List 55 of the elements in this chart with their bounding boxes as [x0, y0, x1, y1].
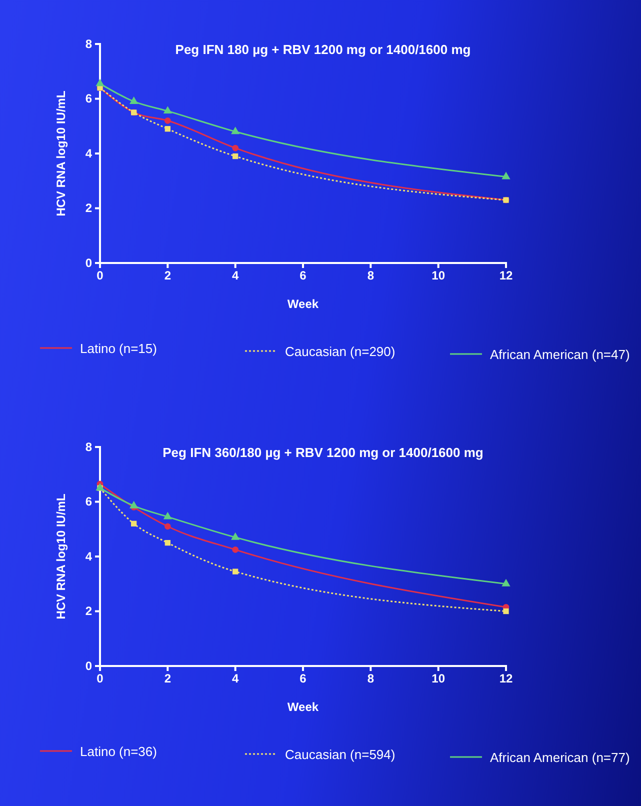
x-axis-title: Week: [287, 297, 319, 311]
point: [232, 546, 239, 553]
x-tick-label: 12: [499, 672, 513, 686]
x-axis-title: Week: [287, 700, 319, 714]
x-tick-label: 2: [164, 672, 172, 686]
chart-title: Peg IFN 360/180 µg + RBV 1200 mg or 1400/1600 mg: [162, 445, 484, 460]
x-tick-label: 8: [367, 672, 374, 686]
y-tick-label: 2: [85, 604, 92, 618]
x-tick-label: 10: [432, 672, 446, 686]
point: [502, 578, 510, 586]
legend-label: African American (n=47): [490, 347, 630, 362]
x-tick-label: 6: [300, 268, 307, 283]
y-tick-label: 8: [85, 36, 92, 51]
x-tick-label: 0: [96, 672, 104, 686]
legend-label: African American (n=77): [490, 750, 630, 765]
y-tick-label: 6: [85, 92, 92, 106]
point: [163, 106, 172, 114]
point: [164, 540, 170, 546]
legend-label: Latino (n=36): [80, 744, 157, 759]
y-axis-title: HCV RNA log10 IU/mL: [54, 90, 68, 216]
point: [164, 523, 171, 530]
y-tick-label: 0: [85, 658, 92, 673]
point: [164, 117, 171, 124]
point: [164, 126, 170, 132]
point: [130, 500, 138, 508]
x-tick-label: 4: [232, 268, 239, 283]
y-tick-label: 6: [85, 494, 92, 509]
y-tick-label: 0: [85, 256, 92, 270]
point: [231, 126, 240, 134]
y-axis-title: HCV RNA log10 IU/mL: [54, 494, 68, 620]
point: [232, 153, 238, 160]
point: [131, 520, 137, 526]
point: [163, 512, 172, 520]
x-tick-label: 10: [432, 268, 446, 283]
legend-label: Caucasian (n=594): [285, 747, 396, 762]
point: [232, 144, 239, 152]
y-tick-label: 8: [85, 440, 92, 454]
x-tick-label: 4: [232, 672, 239, 686]
point: [130, 96, 138, 104]
point: [231, 532, 240, 540]
y-tick-label: 2: [85, 201, 92, 216]
x-tick-label: 0: [96, 268, 104, 283]
legend-label: Latino (n=15): [80, 341, 157, 356]
chart-title: Peg IFN 180 µg + RBV 1200 mg or 1400/1600 mg: [175, 42, 471, 57]
legend-label: Caucasian (n=290): [285, 344, 396, 359]
point: [96, 78, 104, 86]
y-tick-label: 4: [85, 146, 92, 160]
x-tick-label: 6: [300, 672, 307, 686]
x-tick-label: 8: [367, 268, 374, 283]
point: [503, 608, 509, 614]
point: [232, 568, 238, 574]
y-tick-label: 4: [85, 549, 92, 564]
point: [502, 172, 510, 180]
x-tick-label: 2: [164, 268, 172, 283]
x-tick-label: 12: [499, 268, 513, 283]
